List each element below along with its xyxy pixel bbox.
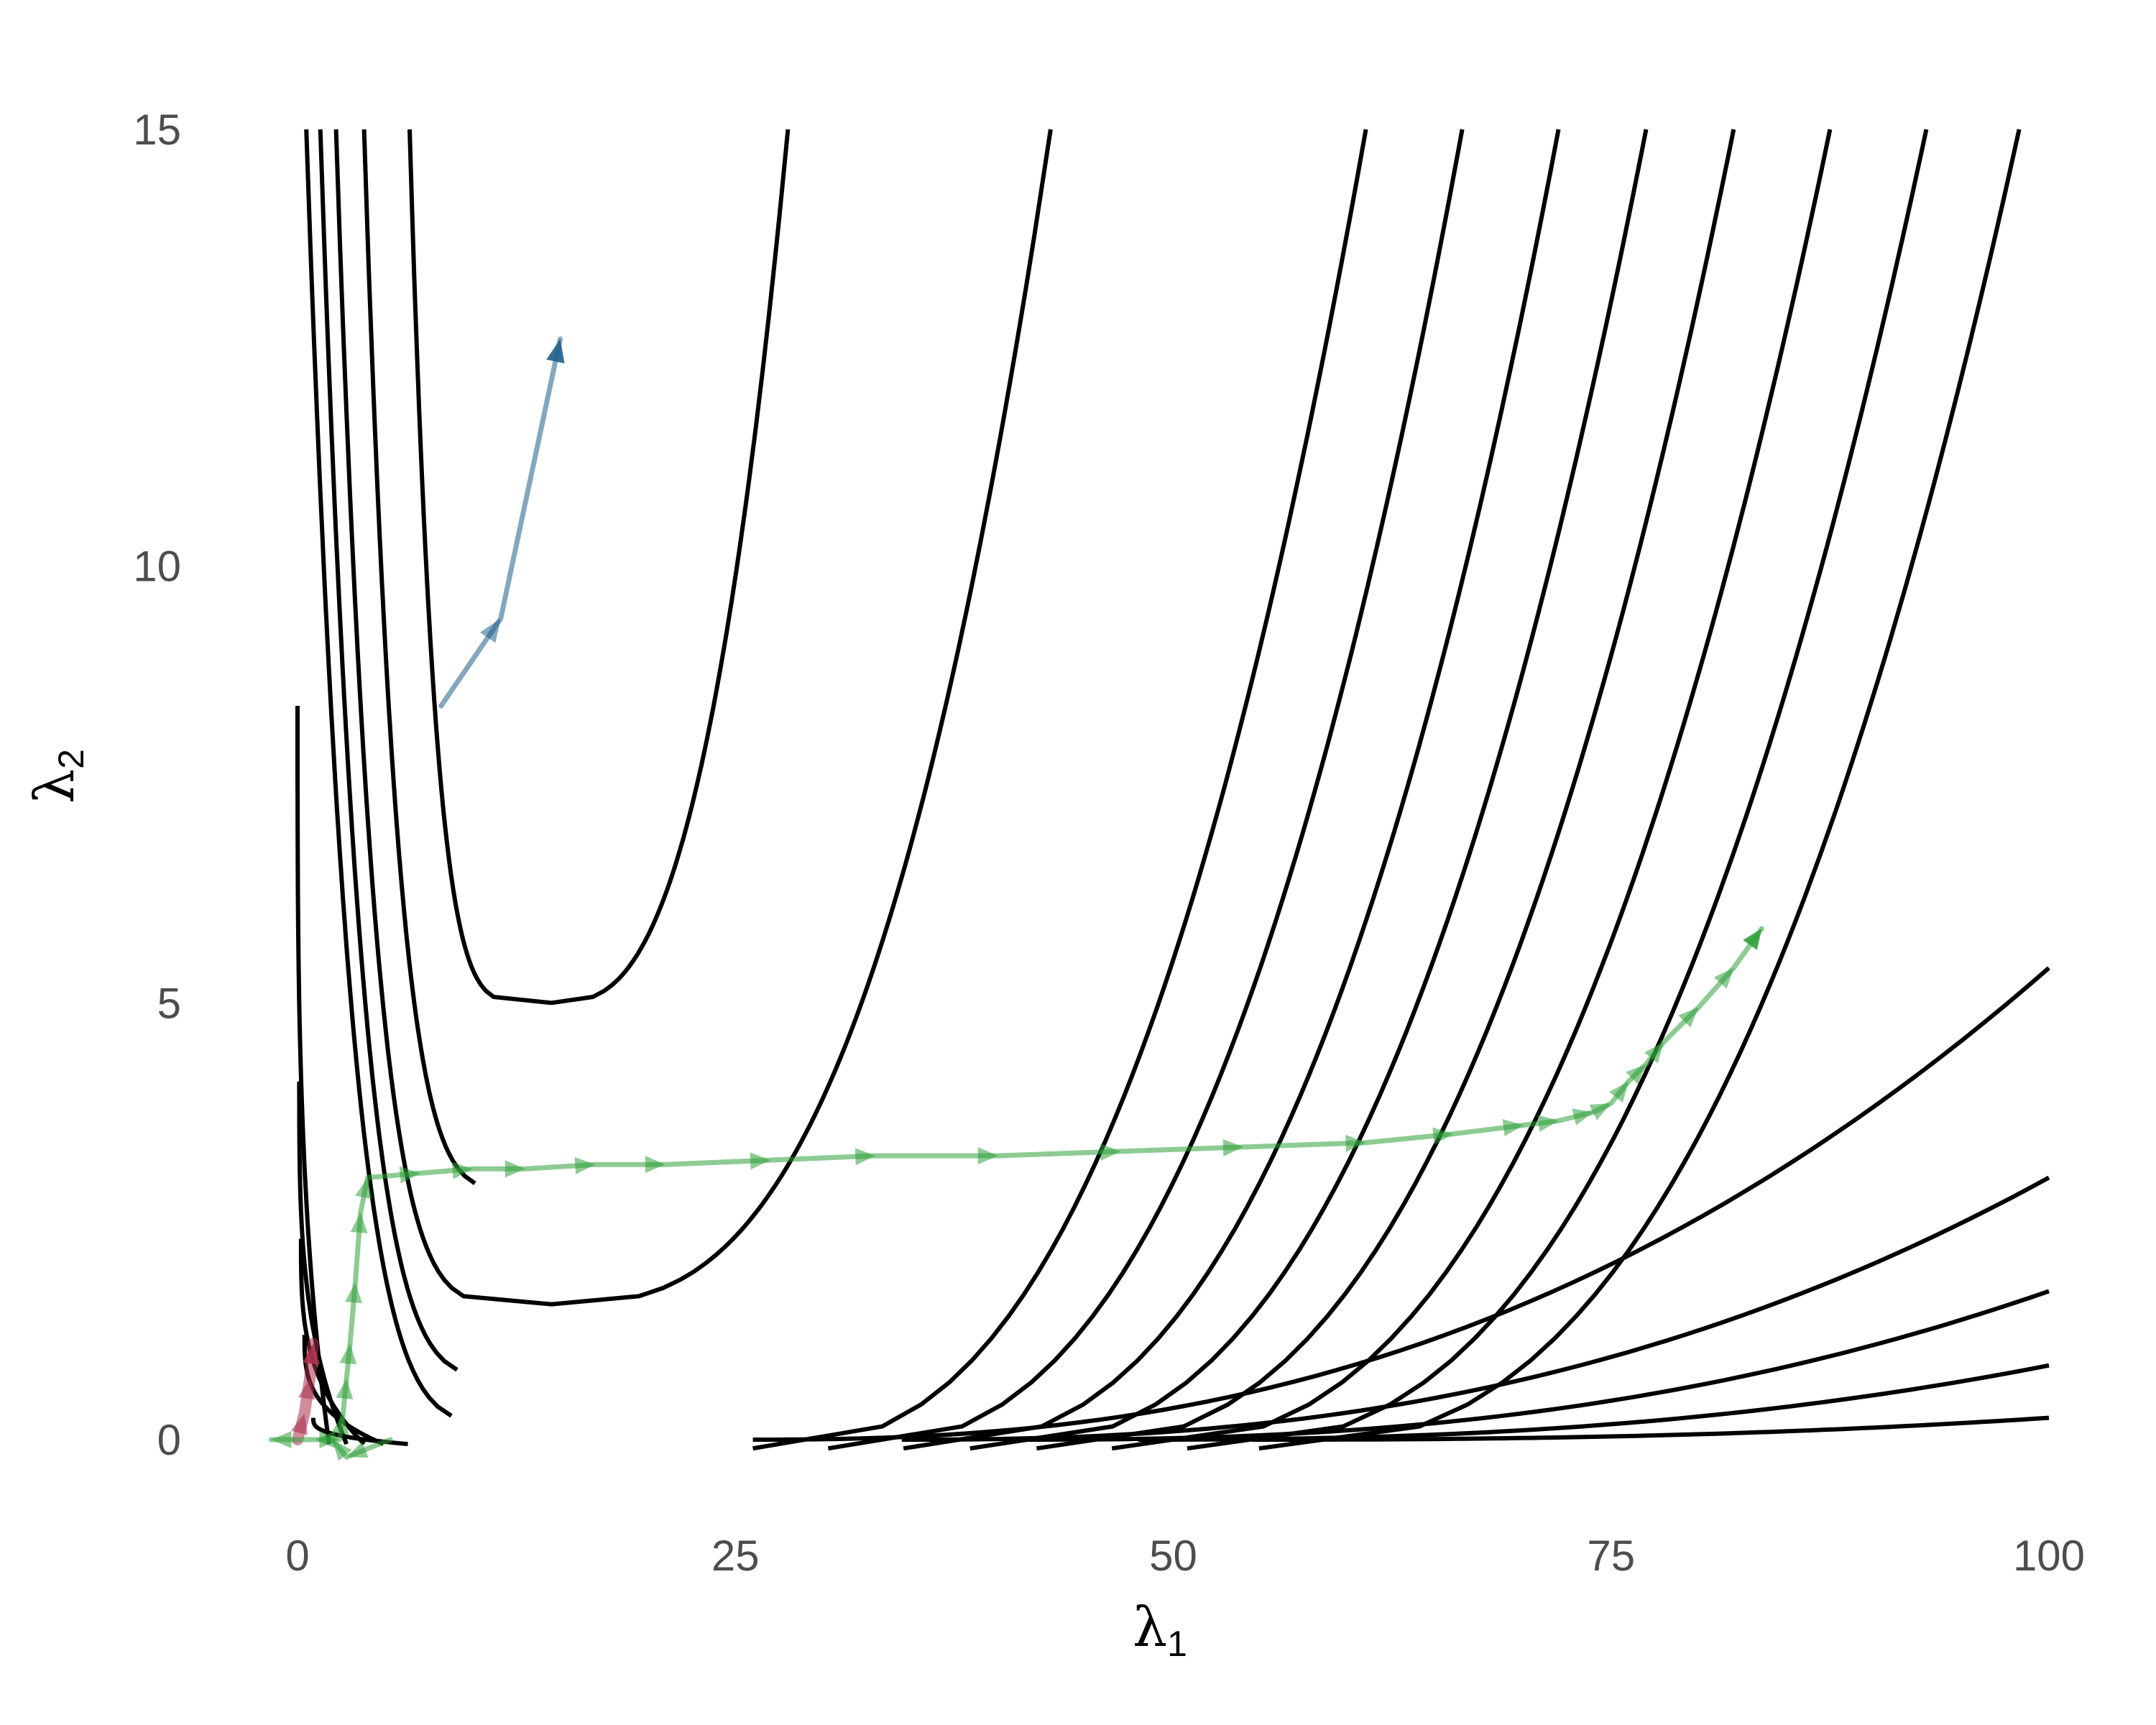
contour-line [310,1416,408,1447]
y-tick-label: 15 [133,106,181,154]
path-arrowhead [1502,1119,1524,1136]
path-arrowhead [750,1152,770,1170]
x-tick-label: 25 [711,1532,760,1580]
path-arrowhead [355,1177,372,1200]
path-arrowhead [574,1156,596,1174]
x-tick-label: 75 [1587,1532,1635,1580]
path-arrowhead [298,1378,315,1400]
contour-line [298,1238,366,1446]
path-arrowhead [1644,1042,1664,1064]
contour-line [304,129,453,1418]
path-arrowhead [451,1162,473,1179]
contour-line [969,129,1649,1451]
contour-line [827,129,1465,1451]
path-arrowhead [339,1343,357,1365]
path-arrowhead [332,1440,352,1461]
path-arrowhead [505,1160,525,1178]
path-arrowhead [346,1441,369,1458]
path-arrowhead [479,618,501,643]
path-line [438,336,563,709]
contour-line [901,1175,2050,1442]
path-arrowhead [290,1413,308,1435]
x-tick-label: 50 [1149,1532,1197,1580]
contour-line [318,129,459,1372]
y-tick-label: 5 [157,979,181,1027]
contour-line [407,129,791,1006]
contour-line [333,129,1053,1307]
contour-line [752,129,1368,1451]
path-arrowhead [1589,1103,1611,1121]
path-arrowhead [645,1156,665,1174]
contour-line [295,706,331,1445]
contour-line [1187,129,1929,1451]
y-axis-ticks: 0 5 10 15 [133,106,181,1464]
path-arrowhead [1222,1138,1243,1156]
path-arrowhead [345,1282,362,1304]
path-arrowhead [1100,1143,1121,1161]
contour-line [1111,129,1833,1451]
contour-line [1252,1415,2050,1442]
y-axis-title: λ2 [22,749,91,804]
path-arrowhead [1432,1127,1454,1145]
contour-line [297,1081,349,1445]
path-arrowhead [546,339,565,364]
path-arrowhead [331,1413,349,1435]
x-axis-title: λ1 [1133,1595,1187,1664]
path-arrowhead [271,1431,292,1448]
x-tick-label: 0 [285,1532,309,1580]
path-arrowhead [319,1431,340,1448]
contour-line [1036,129,1736,1451]
optimization-paths [268,336,1764,1461]
contour-lines [295,129,2050,1451]
contour-line [903,129,1561,1451]
contour-line [752,966,2050,1442]
path-arrowhead [1713,967,1734,989]
path-arrowhead [303,1343,321,1365]
path-arrowhead [1345,1134,1366,1152]
path-arrowhead [1572,1108,1594,1126]
path-arrowhead [350,1213,368,1233]
path-arrowhead [977,1147,998,1165]
path-arrowhead [854,1148,876,1166]
contour-line [361,129,476,1185]
x-tick-label: 100 [2013,1532,2085,1580]
y-tick-label: 10 [133,543,181,591]
y-tick-label: 0 [157,1416,181,1464]
path-arrowhead [1678,1007,1699,1028]
path-arrowhead [1743,929,1762,950]
contour-line [1258,129,2022,1451]
path-arrowhead [1609,1081,1629,1103]
path-arrowhead [1626,1064,1646,1085]
path-arrowhead [399,1166,420,1184]
x-axis-ticks: 0 25 50 75 100 [285,1532,2085,1580]
path-arrowhead [336,1378,354,1399]
path-arrowhead [1537,1114,1559,1132]
